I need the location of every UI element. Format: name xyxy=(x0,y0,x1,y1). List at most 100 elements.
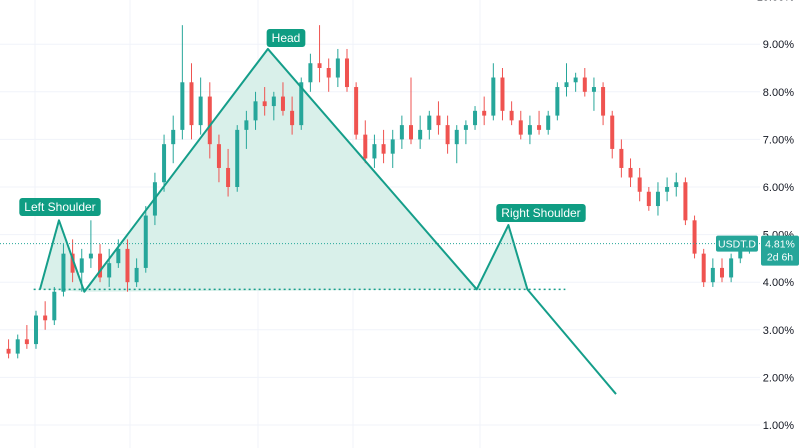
candle xyxy=(15,334,20,359)
head-fill xyxy=(84,48,477,292)
candle xyxy=(61,244,66,297)
candle xyxy=(390,129,395,168)
candle-body xyxy=(710,267,715,283)
candle-body xyxy=(610,115,615,149)
countdown-text: 2d 6h xyxy=(767,252,793,264)
candle xyxy=(701,248,706,287)
candle-body xyxy=(6,348,11,354)
right-shoulder-label: Right Shoulder xyxy=(496,204,586,222)
price-tick-label: 7.00% xyxy=(763,134,794,146)
left-shoulder-label-text: Left Shoulder xyxy=(24,200,95,214)
candle xyxy=(235,125,240,192)
candle-body xyxy=(491,77,496,116)
candle-body xyxy=(262,101,267,107)
candle xyxy=(710,258,715,287)
candle xyxy=(463,120,468,145)
candle-body xyxy=(326,68,331,78)
candle-body xyxy=(253,101,258,121)
candle xyxy=(436,101,441,135)
pattern-fill xyxy=(39,48,528,292)
head-label-text: Head xyxy=(272,31,301,45)
candle xyxy=(171,115,176,164)
candle-body xyxy=(162,144,167,183)
candle xyxy=(107,248,112,287)
candle-body xyxy=(537,125,542,130)
candle-body xyxy=(290,110,295,126)
candle-body xyxy=(473,110,478,126)
candle xyxy=(354,82,359,140)
candle-body xyxy=(399,125,404,140)
candle xyxy=(500,68,505,121)
candle xyxy=(381,129,386,164)
candle-body xyxy=(445,125,450,145)
candle-body xyxy=(719,267,724,278)
candle-body xyxy=(107,263,112,278)
candle xyxy=(253,91,258,130)
candle xyxy=(344,48,349,92)
candle-body xyxy=(171,129,176,145)
candle-body xyxy=(70,253,75,273)
candle-body xyxy=(354,87,359,135)
candle xyxy=(527,115,532,145)
candle xyxy=(198,77,203,135)
candle xyxy=(308,53,313,92)
candle-body xyxy=(52,291,57,321)
candle xyxy=(445,115,450,154)
candle-body xyxy=(363,134,368,159)
candle xyxy=(290,96,295,135)
candle xyxy=(52,286,57,326)
candle xyxy=(24,325,29,349)
price-tick-label: 4.00% xyxy=(763,277,794,289)
candle xyxy=(216,134,221,183)
candle xyxy=(582,68,587,97)
candle-body xyxy=(98,253,103,278)
candle-body xyxy=(628,167,633,178)
pattern-outline[interactable] xyxy=(39,47,617,395)
candle xyxy=(719,258,724,283)
candle-body xyxy=(125,248,130,283)
symbol-badge[interactable]: USDT.D xyxy=(716,235,758,252)
candle xyxy=(591,77,596,111)
candle-body xyxy=(381,144,386,154)
right-shoulder-label-text: Right Shoulder xyxy=(501,206,580,220)
candle-body xyxy=(692,220,697,254)
candle xyxy=(692,215,697,259)
candle xyxy=(6,339,11,359)
candle-body xyxy=(43,315,48,321)
candle xyxy=(683,177,688,226)
candle xyxy=(729,253,734,283)
candle xyxy=(244,110,249,149)
candle xyxy=(427,110,432,140)
candle-body xyxy=(564,82,569,88)
price-tick-label: 6.00% xyxy=(763,182,794,194)
candle xyxy=(646,187,651,211)
candle-body xyxy=(418,129,423,140)
candle xyxy=(143,206,148,273)
candle xyxy=(326,58,331,92)
candle xyxy=(610,110,615,159)
price-tick-label: 2.00% xyxy=(763,372,794,384)
candle-body xyxy=(500,77,505,111)
candle-body xyxy=(729,258,734,278)
candle-body xyxy=(372,144,377,159)
candle-body xyxy=(573,77,578,83)
candle-body xyxy=(619,148,624,168)
price-axis[interactable]: 1.00%2.00%3.00%4.00%5.00%6.00%7.00%8.00%… xyxy=(757,0,795,432)
candle-body xyxy=(683,182,688,221)
candle xyxy=(601,82,606,126)
candle xyxy=(674,172,679,197)
last-value-badge[interactable]: 4.81% 2d 6h xyxy=(761,235,799,266)
candle xyxy=(665,177,670,202)
candle-body xyxy=(518,120,523,135)
candle xyxy=(43,301,48,330)
candle xyxy=(271,91,276,121)
candle-body xyxy=(390,139,395,154)
candle xyxy=(573,72,578,92)
candle xyxy=(98,244,103,283)
candle-body xyxy=(335,58,340,78)
candle-body xyxy=(701,253,706,283)
price-tick-label: 10.00% xyxy=(757,0,795,4)
candle-body xyxy=(116,248,121,264)
candle-body xyxy=(655,191,660,207)
